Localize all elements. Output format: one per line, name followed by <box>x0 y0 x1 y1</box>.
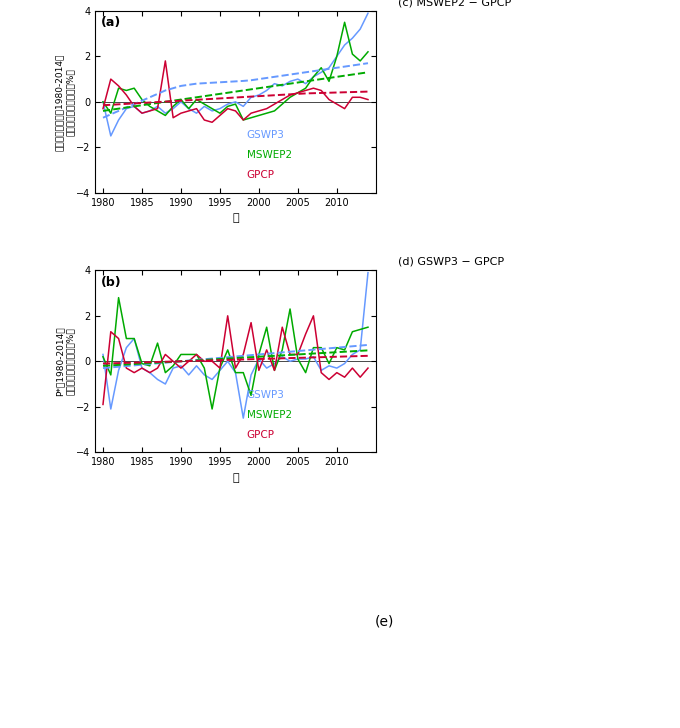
Y-axis label: 世界平均降水量の1980-2014年
平均値に対さる偏差（%）: 世界平均降水量の1980-2014年 平均値に対さる偏差（%） <box>55 53 75 151</box>
Text: (e): (e) <box>375 614 394 628</box>
Text: GPCP: GPCP <box>247 430 275 440</box>
Y-axis label: P*で1980-2014年
平均値に対する偏差（%）: P*で1980-2014年 平均値に対する偏差（%） <box>55 326 75 396</box>
Text: GSWP3: GSWP3 <box>247 389 285 400</box>
Text: (a): (a) <box>101 16 121 29</box>
Text: GPCP: GPCP <box>247 170 275 181</box>
Text: (d) GSWP3 − GPCP: (d) GSWP3 − GPCP <box>398 257 505 266</box>
X-axis label: 年: 年 <box>232 472 239 483</box>
Text: MSWEP2: MSWEP2 <box>247 410 292 419</box>
X-axis label: 年: 年 <box>232 213 239 223</box>
Text: (b): (b) <box>101 276 122 289</box>
Text: (c) MSWEP2 − GPCP: (c) MSWEP2 − GPCP <box>398 0 511 7</box>
Text: GSWP3: GSWP3 <box>247 130 285 141</box>
Text: MSWEP2: MSWEP2 <box>247 150 292 160</box>
